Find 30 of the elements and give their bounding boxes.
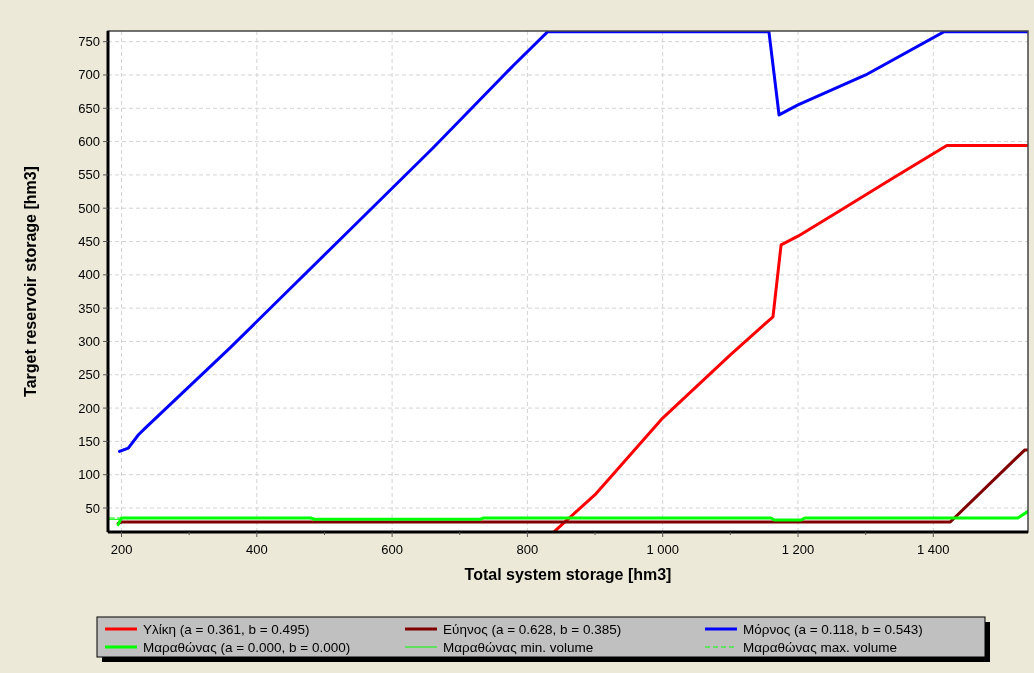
y-tick-label: 700 (78, 67, 100, 83)
x-tick-label: 400 (245, 542, 268, 557)
y-tick-label: 600 (78, 134, 100, 150)
x-tick-label: 200 (110, 542, 133, 557)
y-tick-label: 100 (78, 467, 100, 483)
y-tick-label: 250 (78, 367, 100, 383)
y-tick-label: 150 (78, 433, 100, 449)
y-tick-label: 500 (78, 200, 100, 216)
y-tick-label: 50 (85, 500, 100, 516)
y-tick-label: 550 (78, 167, 100, 183)
legend-label: Μαραθώνας (a = 0.000, b = 0.000) (143, 640, 351, 655)
legend-label: Μαραθώνας max. volume (743, 640, 897, 655)
y-tick-label: 300 (78, 333, 100, 349)
legend-label: Υλίκη (a = 0.361, b = 0.495) (143, 622, 310, 637)
x-tick-label: 800 (516, 542, 539, 557)
y-tick-label: 450 (78, 234, 100, 250)
x-axis-title: Total system storage [hm3] (464, 566, 672, 583)
y-tick-label: 750 (78, 34, 100, 50)
legend-label: Εύηνος (a = 0.628, b = 0.385) (443, 622, 622, 637)
x-tick-label: 1 200 (781, 542, 815, 557)
legend-label: Μόρνος (a = 0.118, b = 0.543) (743, 622, 923, 637)
y-tick-label: 400 (78, 267, 100, 283)
y-tick-label: 200 (78, 400, 100, 416)
y-tick-label: 350 (78, 300, 100, 316)
y-axis-title: Target reservoir storage [hm3] (22, 166, 39, 397)
y-tick-label: 650 (78, 100, 100, 116)
x-tick-label: 1 400 (917, 542, 950, 557)
x-tick-label: 1 000 (646, 542, 679, 557)
x-tick-label: 600 (381, 542, 403, 557)
legend-label: Μαραθώνας min. volume (443, 640, 594, 655)
